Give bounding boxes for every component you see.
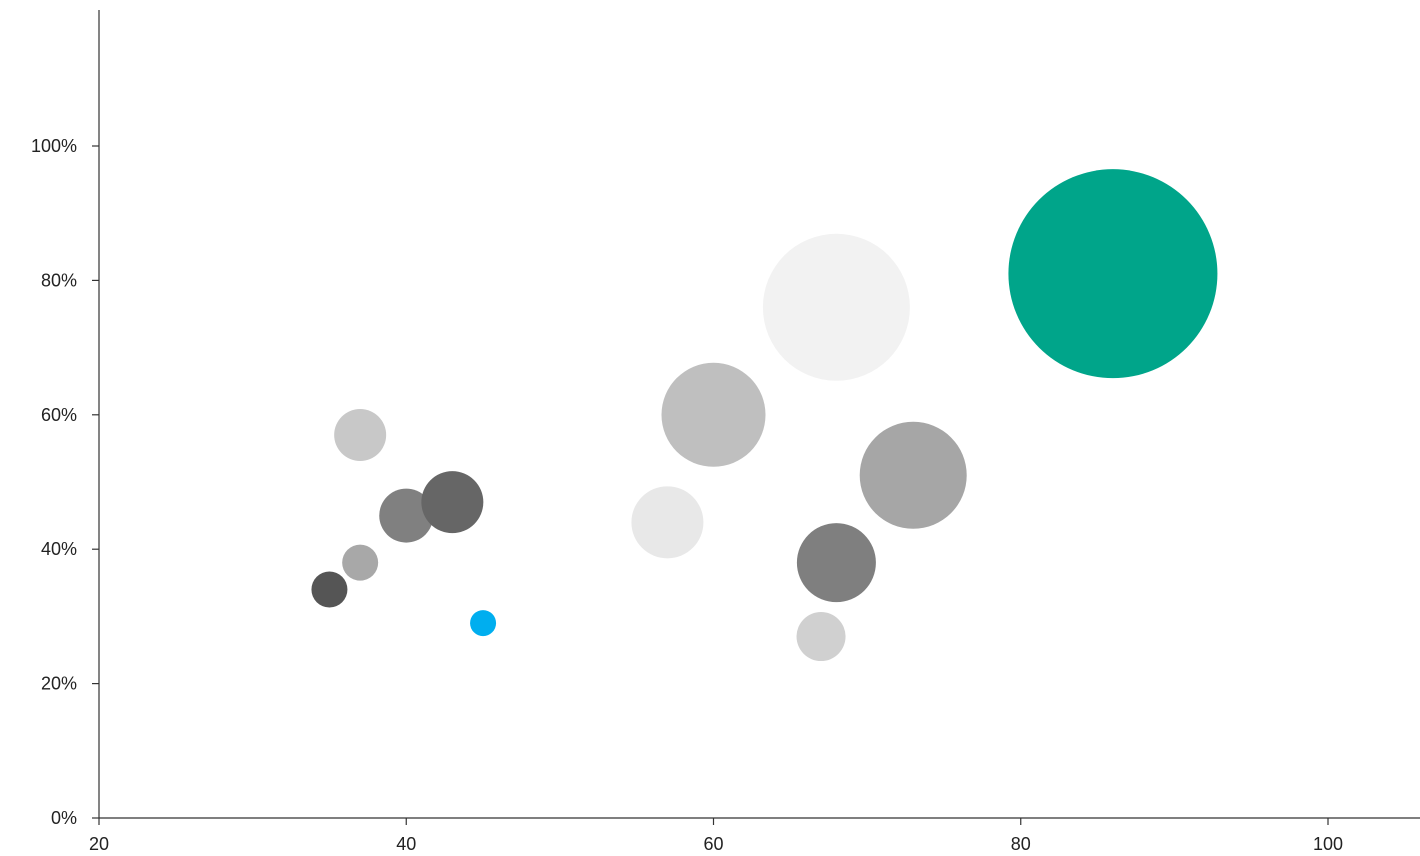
bubble-11	[311, 571, 348, 608]
x-tick-label: 20	[89, 834, 109, 854]
bubble-2	[859, 421, 967, 529]
y-tick-label: 0%	[51, 808, 77, 828]
bubble-5	[661, 362, 766, 467]
bubble-13	[470, 610, 497, 637]
bubble-9	[421, 471, 484, 534]
x-tick-label: 80	[1011, 834, 1031, 854]
y-tick-label: 60%	[41, 405, 77, 425]
bubble-12	[342, 544, 379, 581]
y-tick-label: 80%	[41, 270, 77, 290]
x-tick-label: 60	[703, 834, 723, 854]
y-tick-label: 20%	[41, 674, 77, 694]
bubble-1	[1008, 169, 1218, 379]
bubble-3	[762, 233, 910, 381]
bubble-layer	[311, 169, 1218, 662]
bubble-4	[631, 486, 704, 559]
bubble-6	[796, 523, 876, 603]
y-tick-label: 100%	[31, 136, 77, 156]
x-tick-label: 100	[1313, 834, 1343, 854]
x-tick-label: 40	[396, 834, 416, 854]
bubble-8	[379, 488, 434, 543]
axes-layer: 20 40 60 80 100 0% 20% 40% 60% 80% 100%	[31, 10, 1420, 854]
bubble-10	[334, 408, 387, 461]
bubble-7	[796, 612, 846, 662]
y-tick-label: 40%	[41, 539, 77, 559]
